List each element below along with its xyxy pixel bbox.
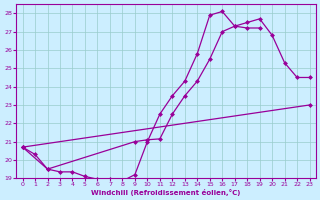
X-axis label: Windchill (Refroidissement éolien,°C): Windchill (Refroidissement éolien,°C): [92, 189, 241, 196]
